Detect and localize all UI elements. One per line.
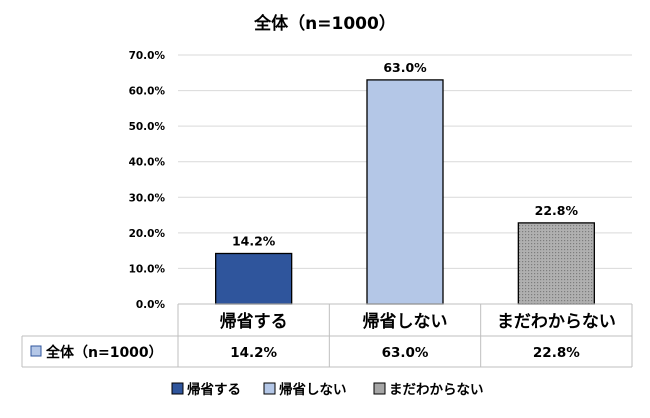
data-label: 14.2% (232, 233, 276, 248)
data-labels: 14.2% 63.0% 22.8% (232, 60, 579, 249)
legend: 帰省する 帰省しない まだわからない (171, 381, 484, 398)
data-label: 22.8% (535, 203, 579, 218)
legend-label: 帰省しない (279, 381, 347, 398)
y-tick-label: 70.0% (129, 50, 166, 62)
y-tick-label: 40.0% (129, 157, 166, 169)
legend-swatch-1 (171, 382, 184, 395)
table-value: 63.0% (382, 345, 429, 361)
y-axis-tick-labels: 0.0% 10.0% 20.0% 30.0% 40.0% 50.0% 60.0% 70.0% (129, 50, 166, 311)
x-tick-label: まだわからない (497, 312, 616, 332)
y-tick-label: 0.0% (136, 299, 166, 311)
table-value: 14.2% (230, 345, 277, 361)
bar-2 (366, 79, 444, 305)
y-tick-label: 60.0% (129, 86, 166, 98)
legend-swatch-2 (263, 382, 276, 395)
table-value: 22.8% (533, 345, 580, 361)
y-tick-label: 30.0% (129, 192, 166, 204)
x-tick-label: 帰省する (220, 311, 288, 332)
chart-title: 全体（n=1000） (253, 13, 396, 34)
legend-label: 帰省する (187, 381, 241, 398)
table-legend-key (30, 345, 42, 357)
table-row-header: 全体（n=1000） (45, 344, 163, 361)
y-tick-label: 20.0% (129, 228, 166, 240)
y-tick-label: 50.0% (129, 121, 166, 133)
legend-swatch-3 (373, 382, 386, 395)
bar-1 (215, 252, 293, 305)
data-table: 帰省する 14.2% 帰省しない 63.0% まだわからない 22.8% 全体（n=1000… (21, 303, 633, 368)
bars (215, 79, 595, 305)
data-label: 63.0% (383, 60, 427, 75)
bar-3 (517, 222, 595, 305)
legend-label: まだわからない (389, 382, 484, 398)
x-tick-label: 帰省しない (363, 311, 448, 332)
y-tick-label: 10.0% (129, 263, 166, 275)
